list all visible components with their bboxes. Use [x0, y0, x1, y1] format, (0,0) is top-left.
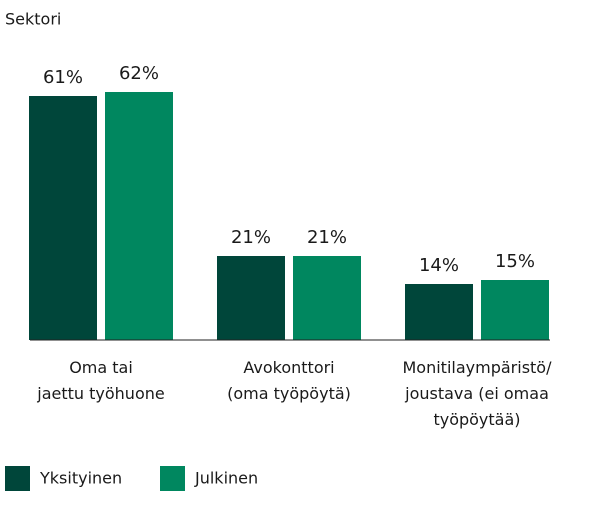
bar — [293, 256, 361, 340]
bar — [105, 92, 173, 340]
x-tick-label: Oma tai jaettu työhuone — [36, 358, 164, 403]
x-tick-label: Monitilaympäristö/joustava (ei omaa työpö… — [403, 358, 553, 429]
bar — [481, 280, 549, 340]
bar — [405, 284, 473, 340]
value-label: 21% — [231, 227, 271, 248]
value-label: 15% — [495, 251, 535, 272]
legend-swatch — [5, 466, 30, 491]
value-label: 21% — [307, 227, 347, 248]
bar — [29, 96, 97, 340]
chart-title: Sektori — [5, 10, 61, 29]
legend-label: Julkinen — [194, 469, 258, 488]
value-label: 14% — [419, 255, 459, 276]
bar — [217, 256, 285, 340]
value-label: 62% — [119, 63, 159, 84]
value-label: 61% — [43, 67, 83, 88]
legend-label: Yksityinen — [39, 469, 122, 488]
legend-swatch — [160, 466, 185, 491]
x-tick-label: Avokonttori (oma työpöytä) — [227, 358, 351, 403]
